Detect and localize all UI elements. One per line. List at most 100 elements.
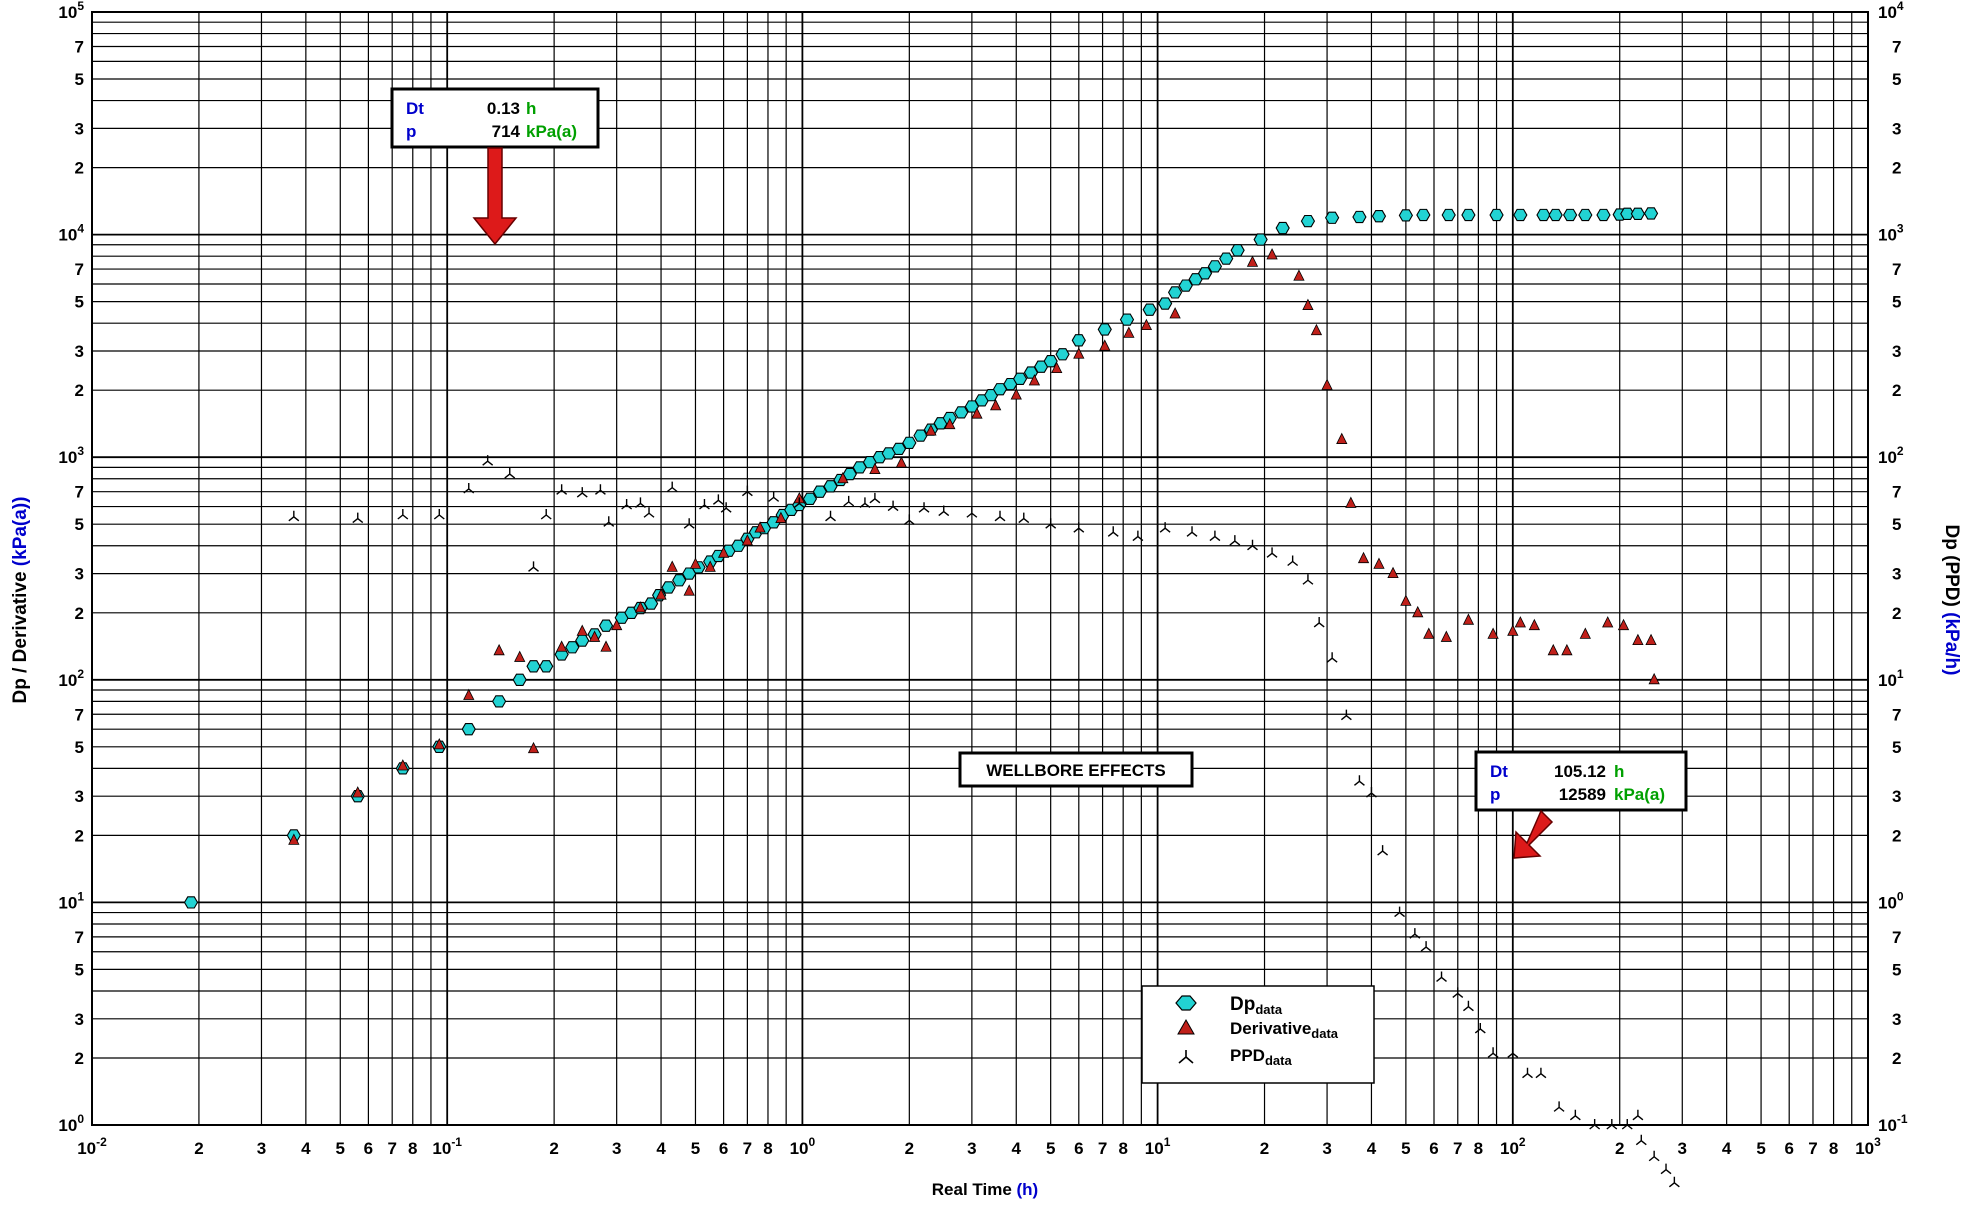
y-right-tick-base: 10 <box>1878 893 1897 912</box>
y-right-tick-exp: 4 <box>1897 0 1904 13</box>
y-left-tick-label: 103 <box>58 444 84 467</box>
y-right-tick-label: 7 <box>1892 705 1901 724</box>
ppd-data-point <box>1247 539 1258 551</box>
ppd-data-point <box>793 497 805 508</box>
y-right-tick-label: 7 <box>1892 260 1901 279</box>
x-tick-label: 7 <box>387 1139 396 1158</box>
y-right-tick-label: 2 <box>1892 1049 1901 1068</box>
x-tick-label: 100 <box>790 1135 816 1158</box>
x-tick-label: 2 <box>1615 1139 1624 1158</box>
dp-data-point <box>1275 221 1290 235</box>
derivative-data-point <box>741 534 754 546</box>
legend-tristar-icon <box>1178 1050 1194 1064</box>
y-right-tick-base: 10 <box>1878 1116 1897 1135</box>
derivative-data-point <box>1487 627 1499 639</box>
derivative-data-point <box>717 546 730 558</box>
dp-data-point <box>1142 303 1157 316</box>
x-tick-label: 10-2 <box>77 1135 107 1158</box>
ppd-data-point <box>1420 941 1432 952</box>
derivative-data-point <box>1073 347 1085 359</box>
callout1-p-value: 714 <box>492 122 521 141</box>
derivative-data-point <box>1169 307 1181 319</box>
x-tick-label: 10-1 <box>432 1135 462 1158</box>
ppd-data-point <box>712 494 724 505</box>
y-left-tick-exp: 5 <box>77 0 84 13</box>
derivative-data-point <box>990 399 1002 411</box>
callout-early-time-box <box>390 87 600 149</box>
legend-ppd-main: PPD <box>1230 1046 1265 1065</box>
dp-data-point <box>902 436 917 450</box>
y-right-tick-label: 100 <box>1878 889 1904 912</box>
x-tick-exp: 0 <box>809 1135 816 1149</box>
y-axis-right-label-text: Dp (PPD) <box>1941 525 1962 607</box>
y-right-tick-label: 5 <box>1892 960 1901 979</box>
series-layer <box>183 207 1680 1188</box>
callout1-p-unit: kPa(a) <box>526 122 577 141</box>
plot-frame <box>91 11 1869 1126</box>
y-left-tick-label: 2 <box>75 1049 84 1068</box>
derivative-data-point <box>576 624 588 636</box>
y-left-tick-label: 7 <box>75 483 84 502</box>
x-tick-label: 4 <box>1722 1139 1732 1158</box>
derivative-data-point <box>1357 551 1370 564</box>
derivative-data-point <box>1345 496 1357 508</box>
derivative-data-point <box>288 833 300 845</box>
tick-label-layer: 10-2 2 3 4 5 6 7 8 10-1 2 3 4 5 6 7 8 100 2 3 4 5 6 7 8 101 2 3 4 5 6… <box>58 0 1908 1158</box>
y-axis-left-unit: (kPa(a)) <box>10 497 31 567</box>
derivative-data-point <box>655 588 667 600</box>
callout1-p-label: p <box>406 122 416 141</box>
dp-data-point <box>823 480 838 493</box>
dp-data-point <box>491 695 507 708</box>
dp-data-point <box>1461 208 1476 222</box>
x-tick-label: 8 <box>1118 1139 1127 1158</box>
y-left-tick-label: 7 <box>75 928 84 947</box>
y-right-tick-label: 3 <box>1892 342 1901 361</box>
ppd-data-point <box>1266 547 1278 558</box>
ppd-data-point <box>397 508 409 520</box>
y-right-tick-base: 10 <box>1878 3 1897 22</box>
x-tick-label: 102 <box>1500 1135 1526 1158</box>
y-right-tick-exp: 0 <box>1897 889 1904 903</box>
dp-data-point <box>672 574 687 587</box>
y-left-tick-label: 5 <box>75 515 84 534</box>
y-right-tick-label: 101 <box>1878 667 1904 690</box>
ppd-data-point <box>903 514 915 525</box>
y-right-tick-label: 7 <box>1892 483 1901 502</box>
legend-dp-sub: data <box>1255 1002 1283 1017</box>
ppd-data-point <box>1107 526 1119 537</box>
legend-triangle-icon <box>1177 1018 1195 1035</box>
derivative-data-point <box>1617 618 1630 631</box>
derivative-data-point <box>1648 672 1660 685</box>
ppd-data-point <box>720 502 732 513</box>
x-axis-label-text: Real Time <box>932 1180 1012 1199</box>
y-left-tick-label: 3 <box>75 565 84 584</box>
ppd-data-point <box>603 516 615 527</box>
dp-data-point <box>1097 323 1112 336</box>
ppd-data-point <box>1394 906 1406 918</box>
x-tick-label: 7 <box>743 1139 752 1158</box>
derivative-data-point <box>689 557 702 569</box>
dp-data-point <box>1197 267 1213 280</box>
x-tick-exp: -2 <box>96 1135 107 1149</box>
derivative-data-point <box>1514 616 1526 628</box>
ppd-data-point <box>1229 535 1241 546</box>
x-tick-label: 5 <box>691 1139 700 1158</box>
derivative-data-point <box>1645 633 1657 646</box>
y-left-tick-label: 2 <box>75 381 84 400</box>
legend-hexagon-icon <box>1175 995 1197 1011</box>
dp-data-point <box>1562 208 1578 222</box>
derivative-data-point <box>1423 627 1435 639</box>
derivative-data-point <box>754 521 766 533</box>
x-tick-label: 6 <box>719 1139 728 1158</box>
ppd-data-point <box>576 487 588 498</box>
derivative-data-point <box>869 462 881 474</box>
dp-data-point <box>1416 208 1431 222</box>
y-left-tick-base: 10 <box>58 3 77 22</box>
ppd-data-point <box>1313 616 1325 628</box>
ppd-data-point <box>1462 1000 1474 1012</box>
derivative-data-point <box>1547 643 1559 656</box>
x-tick-base: 10 <box>790 1139 809 1158</box>
y-left-tick-label: 7 <box>75 37 84 56</box>
derivative-data-point <box>1528 618 1541 631</box>
